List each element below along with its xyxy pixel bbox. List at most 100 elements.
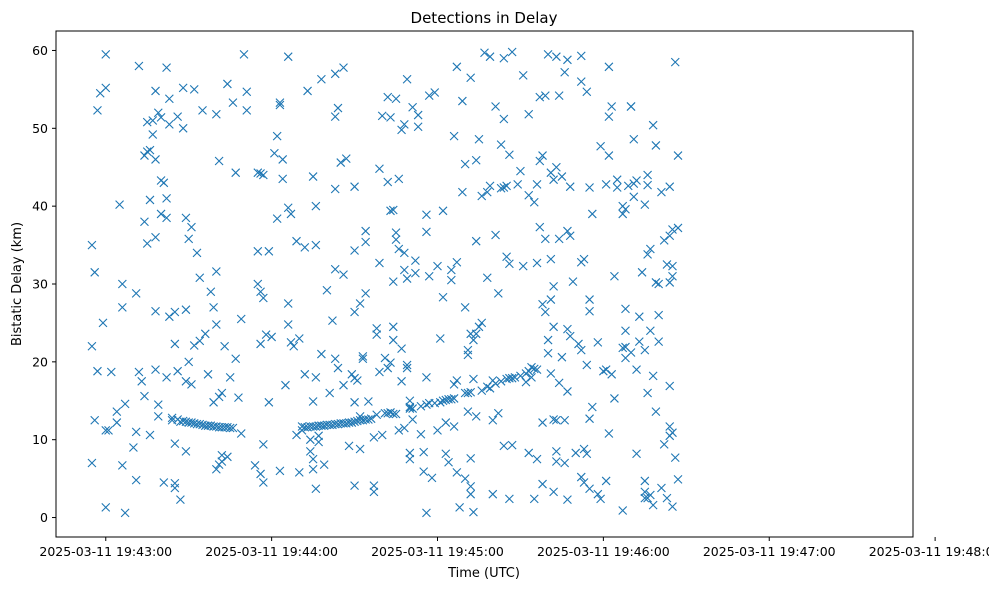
data-point	[618, 209, 628, 219]
data-point	[195, 419, 205, 429]
data-point	[524, 366, 534, 376]
data-point	[563, 495, 572, 505]
data-point	[563, 387, 572, 396]
data-point	[668, 225, 677, 234]
data-point	[258, 478, 268, 487]
y-axis-label: Bistatic Delay (km)	[10, 222, 25, 346]
data-point	[256, 469, 265, 479]
data-point	[665, 278, 675, 287]
data-point	[305, 446, 315, 456]
data-point	[214, 392, 224, 402]
data-point	[209, 302, 218, 312]
data-point	[563, 226, 572, 236]
data-point	[391, 94, 401, 104]
data-point	[524, 448, 534, 458]
data-point	[549, 415, 559, 424]
data-point	[364, 415, 373, 424]
y-tick-label: 50	[32, 121, 48, 136]
data-point	[87, 341, 97, 351]
x-axis-ticks: 2025-03-11 19:43:00 2025-03-11 19:44:00 20…	[39, 537, 989, 559]
data-point	[419, 467, 429, 476]
data-point	[502, 181, 512, 191]
data-point	[422, 508, 431, 518]
data-point	[576, 472, 586, 482]
data-point	[364, 397, 373, 406]
data-point	[504, 150, 514, 160]
data-point	[493, 288, 503, 298]
data-point	[270, 148, 279, 158]
data-point	[441, 418, 451, 427]
data-point	[317, 74, 326, 84]
data-point	[632, 176, 641, 185]
data-point	[466, 489, 476, 499]
data-point	[333, 103, 343, 113]
data-point	[142, 239, 152, 248]
data-point	[654, 310, 664, 320]
data-point	[449, 394, 459, 403]
data-point	[267, 332, 277, 342]
data-point	[187, 222, 196, 232]
data-point	[198, 106, 207, 115]
data-point	[372, 330, 382, 339]
data-point	[427, 473, 437, 483]
data-point	[151, 365, 160, 375]
data-point	[189, 341, 199, 350]
data-point	[416, 429, 426, 439]
data-point	[405, 454, 415, 464]
y-tick-label: 10	[32, 432, 48, 447]
data-point	[375, 164, 384, 174]
data-point	[507, 47, 517, 57]
data-point	[460, 159, 470, 169]
data-point	[153, 411, 163, 421]
data-point	[164, 120, 174, 129]
data-point	[292, 236, 301, 246]
data-point	[330, 184, 340, 194]
data-point	[640, 345, 650, 355]
data-point	[225, 373, 235, 382]
data-point	[424, 91, 434, 101]
data-point	[538, 299, 547, 309]
data-point	[480, 48, 489, 58]
data-point	[145, 430, 155, 440]
data-point	[184, 357, 194, 367]
data-point	[178, 83, 188, 93]
data-point	[388, 335, 398, 345]
data-point	[167, 413, 177, 423]
data-point	[372, 410, 382, 420]
data-point	[115, 200, 124, 209]
data-point	[317, 349, 326, 359]
data-point	[206, 287, 216, 297]
y-axis-ticks: 0 10 20 30 40 50 60	[32, 43, 56, 525]
data-point	[477, 191, 487, 201]
data-point	[211, 320, 221, 329]
data-point	[231, 354, 241, 364]
data-point	[593, 337, 603, 347]
data-point	[673, 475, 683, 484]
y-tick-label: 30	[32, 277, 48, 292]
data-point	[231, 168, 241, 178]
data-point	[604, 62, 614, 72]
data-point	[228, 423, 238, 433]
data-point	[579, 254, 589, 264]
data-point	[170, 307, 180, 317]
data-point	[551, 162, 561, 172]
data-point	[477, 386, 487, 396]
data-point	[549, 281, 559, 291]
data-point	[499, 53, 509, 63]
data-point	[408, 404, 418, 413]
data-point	[311, 201, 321, 211]
data-point	[499, 114, 509, 124]
data-point	[471, 236, 481, 246]
data-point	[626, 102, 636, 111]
data-point	[350, 246, 359, 255]
data-point	[131, 288, 141, 298]
data-point	[358, 352, 368, 361]
data-point	[258, 293, 268, 303]
data-point	[352, 376, 362, 385]
data-point	[330, 354, 340, 364]
data-point	[444, 457, 453, 467]
data-point	[532, 365, 542, 375]
data-point	[394, 244, 404, 254]
data-point	[314, 431, 324, 441]
data-point	[242, 87, 252, 97]
